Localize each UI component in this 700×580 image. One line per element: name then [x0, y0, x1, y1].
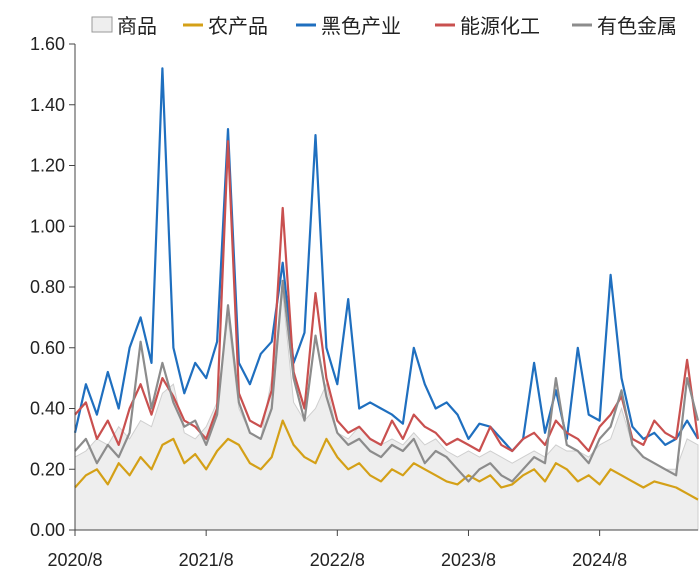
- legend-label: 有色金属: [597, 15, 677, 38]
- legend-label: 能源化工: [460, 15, 540, 38]
- y-tick-label: 0.60: [30, 338, 65, 358]
- legend-item: 黑色产业: [296, 15, 401, 38]
- plot-area: [73, 67, 700, 531]
- legend-item: 商品: [91, 15, 157, 38]
- x-tick-label: 2022/8: [310, 550, 365, 570]
- x-tick-label: 2021/8: [179, 550, 234, 570]
- x-tick-label: 2024/8: [572, 550, 627, 570]
- series-area-commodity: [74, 293, 699, 531]
- legend-item: 农产品: [183, 15, 268, 38]
- legend-item: 有色金属: [572, 15, 677, 38]
- y-tick-label: 0.00: [30, 520, 65, 540]
- legend-label: 农产品: [208, 15, 268, 38]
- legend-swatch-area: [91, 16, 113, 33]
- y-tick-label: 1.60: [30, 34, 65, 54]
- y-tick-label: 1.00: [30, 216, 65, 236]
- y-tick-label: 1.40: [30, 95, 65, 115]
- series-line-3: [74, 140, 700, 453]
- y-tick-label: 0.80: [30, 277, 65, 297]
- series-line-2: [73, 67, 699, 453]
- chart-legend: 商品 农产品 黑色产业 能源化工 有色金属: [91, 15, 677, 38]
- legend-item: 能源化工: [435, 15, 540, 38]
- y-tick-label: 1.20: [30, 156, 65, 176]
- x-tick-label: 2020/8: [47, 550, 102, 570]
- y-tick-label: 0.20: [30, 459, 65, 479]
- x-axis: 2020/8 2021/8 2022/8 2023/8 2024/8: [47, 529, 698, 570]
- legend-label: 黑色产业: [321, 15, 401, 38]
- legend-label: 商品: [117, 15, 157, 38]
- series-line-1: [74, 419, 699, 501]
- y-tick-label: 0.40: [30, 399, 65, 419]
- series-line-4: [74, 279, 700, 483]
- y-axis: 0.00 0.20 0.40 0.60 0.80 1.00 1.20 1.40 1.60: [30, 34, 76, 540]
- x-tick-label: 2023/8: [441, 550, 496, 570]
